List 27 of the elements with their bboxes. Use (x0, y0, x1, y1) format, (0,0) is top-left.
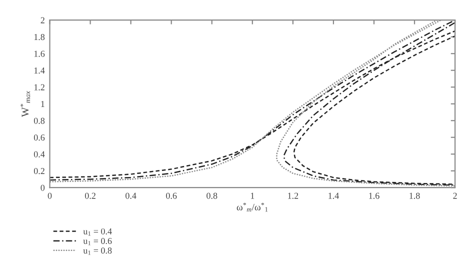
y-tick-label: 0.6 (34, 134, 45, 141)
x-tick-label: 2 (453, 192, 457, 199)
x-tick-label: 1 (250, 192, 254, 199)
y-tick-label: 0.8 (34, 118, 45, 124)
x-tick-label: 0.6 (166, 192, 177, 199)
y-tick-label: 1.8 (34, 34, 45, 40)
y-tick-label: 0 (40, 184, 45, 191)
y-axis-title: W$^{*}$$_{max}$ (20, 91, 30, 118)
y-tick-label: 0.2 (34, 168, 44, 174)
x-tick-label: 0.2 (85, 192, 96, 199)
y-tick-label: 1 (41, 101, 44, 107)
y-tick-label: 1.2 (34, 84, 44, 90)
y-tick-label: 0.4 (34, 151, 45, 158)
legend-label: u$_{1}$ = 0.8 (83, 248, 112, 255)
y-tick-label: 1.6 (34, 50, 45, 57)
x-tick-label: 1.8 (410, 192, 420, 199)
x-axis-title: ω$^{*}$$_{m}$/ω$^{*}$$_{1}$ (236, 202, 268, 212)
x-tick-label: 0.8 (206, 192, 218, 199)
legend-label: u$_{1}$ = 0.4 (83, 228, 112, 236)
y-tick-label: 1.4 (34, 68, 45, 74)
x-tick-label: 1.6 (369, 192, 380, 199)
x-tick-label: 0 (48, 192, 52, 199)
x-tick-label: 1.2 (288, 192, 298, 199)
x-tick-label: 0.4 (126, 192, 136, 199)
y-tick-label: 2 (40, 17, 44, 24)
x-tick-label: 1.4 (328, 192, 339, 199)
legend-label: u$_{1}$ = 0.6 (83, 238, 112, 246)
